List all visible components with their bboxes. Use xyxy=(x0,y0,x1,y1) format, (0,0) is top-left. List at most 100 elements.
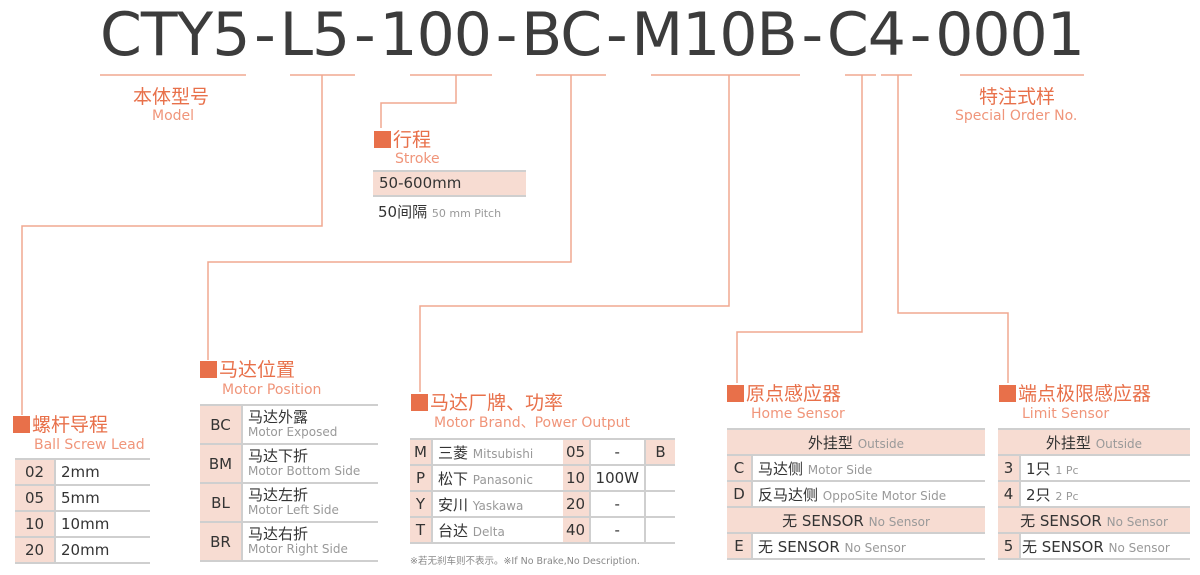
brake-empty xyxy=(645,516,675,544)
home-code: E xyxy=(727,532,753,560)
position-code: BR xyxy=(200,521,243,562)
table-row: 外挂型 Outside xyxy=(727,428,985,456)
home-subtitle: Home Sensor xyxy=(751,406,845,422)
position-cn: 马达右折 xyxy=(248,524,309,543)
code-stroke: 100 xyxy=(379,0,492,70)
connector-home xyxy=(736,74,876,383)
square-bullet-icon xyxy=(13,416,30,433)
code-dash: - xyxy=(254,0,276,70)
position-title-text: 马达位置 xyxy=(219,359,296,381)
stroke-pitch: 50间隔 50 mm Pitch xyxy=(378,201,501,222)
position-cn: 马达外露 xyxy=(248,407,309,426)
stroke-title: 行程 xyxy=(374,129,431,151)
table-row: D 反马达侧 OppoSite Motor Side xyxy=(727,480,985,508)
table-row: 无 SENSOR No Sensor xyxy=(727,506,985,534)
code-position: BC xyxy=(521,0,602,70)
table-row: T 台达 Delta 40- xyxy=(410,516,675,544)
outside-en: Outside xyxy=(1095,436,1143,451)
position-cn: 马达下折 xyxy=(248,446,309,465)
power-code: 10 xyxy=(562,464,591,492)
position-en: Motor Exposed xyxy=(248,424,338,439)
lead-value: 10mm xyxy=(55,510,150,538)
position-code: BC xyxy=(200,404,243,445)
table-row: 05 5mm xyxy=(15,484,150,512)
home-cn: 反马达侧 xyxy=(758,485,819,504)
power-value: - xyxy=(589,490,647,518)
limit-code: 5 xyxy=(998,532,1021,560)
position-code: BM xyxy=(200,443,243,484)
home-cn: 无 SENSOR xyxy=(758,537,840,556)
square-bullet-icon xyxy=(200,361,217,378)
pitch-cn: 50间隔 xyxy=(378,203,428,221)
brake-empty xyxy=(645,464,675,492)
brand-title: 马达厂牌、功率 xyxy=(411,392,563,414)
brake-empty xyxy=(645,490,675,518)
code-dash: - xyxy=(801,0,823,70)
brand-en: Mitsubishi xyxy=(472,446,534,461)
power-code: 05 xyxy=(562,438,591,466)
connector-lead xyxy=(21,74,355,415)
table-row: 10 10mm xyxy=(15,510,150,538)
brand-subtitle: Motor Brand、Power Output xyxy=(434,415,631,431)
brand-code: M xyxy=(410,438,433,466)
brake-note: ※若无刹车则不表示。※If No Brake,No Description. xyxy=(410,556,640,567)
power-value: - xyxy=(589,438,647,466)
brand-en: Panasonic xyxy=(472,472,533,487)
table-row: 3 1只 1 Pc xyxy=(998,454,1190,482)
home-title-text: 原点感应器 xyxy=(746,383,842,405)
lead-value: 20mm xyxy=(55,536,150,564)
lead-title: 螺杆导程 xyxy=(13,414,108,436)
code-dash: - xyxy=(353,0,376,70)
none-en: No Sensor xyxy=(868,514,930,529)
limit-table: 外挂型 Outside 3 1只 1 Pc 4 2只 2 Pc 无 SENSOR N… xyxy=(998,428,1190,560)
table-row: BM 马达下折 Motor Bottom Side xyxy=(200,443,378,484)
connector-stroke xyxy=(380,74,492,128)
position-en: Motor Bottom Side xyxy=(248,463,361,478)
code-brand: M10B xyxy=(631,0,797,70)
table-row: 02 2mm xyxy=(15,458,150,486)
lead-table: 02 2mm 05 5mm 10 10mm 20 20mm xyxy=(15,458,150,564)
limit-subtitle: Limit Sensor xyxy=(1022,406,1110,422)
brand-cn: 台达 xyxy=(438,521,469,540)
position-title: 马达位置 xyxy=(200,359,295,381)
code-model: CTY5 xyxy=(100,0,250,70)
square-bullet-icon xyxy=(727,385,744,402)
model-subtitle: Model xyxy=(152,108,195,124)
home-en: Motor Side xyxy=(807,462,873,477)
connector-brand xyxy=(419,74,800,392)
table-row: BC 马达外露 Motor Exposed xyxy=(200,404,378,445)
model-code: CTY5 - L5 - 100 - BC - M10B - C4 - 0001 xyxy=(100,0,1085,70)
table-row: 20 20mm xyxy=(15,536,150,564)
none-en: No Sensor xyxy=(1106,514,1168,529)
outside-en: Outside xyxy=(857,436,905,451)
connector-limit xyxy=(881,74,1009,383)
brand-title-text: 马达厂牌、功率 xyxy=(430,392,564,414)
outside-cn: 外挂型 xyxy=(1045,433,1091,452)
code-lead: L5 xyxy=(279,0,351,70)
home-cn: 马达侧 xyxy=(758,459,804,478)
limit-title-text: 端点极限感应器 xyxy=(1018,383,1152,405)
brand-cn: 松下 xyxy=(438,469,469,488)
power-code: 40 xyxy=(562,516,591,544)
outside-cn: 外挂型 xyxy=(807,433,853,452)
lead-title-text: 螺杆导程 xyxy=(32,414,109,436)
table-row: 4 2只 2 Pc xyxy=(998,480,1190,508)
home-en: OppoSite Motor Side xyxy=(822,488,947,503)
brand-cn: 三菱 xyxy=(438,443,469,462)
position-cn: 马达左折 xyxy=(248,485,309,504)
limit-en: No Sensor xyxy=(1108,540,1170,555)
brand-en: Yaskawa xyxy=(472,498,524,513)
square-bullet-icon xyxy=(999,385,1016,402)
power-value: 100W xyxy=(589,464,647,492)
table-row: M 三菱 Mitsubishi 05- B xyxy=(410,438,675,466)
lead-code: 05 xyxy=(15,484,56,512)
brand-en: Delta xyxy=(472,524,505,539)
table-row: 外挂型 Outside xyxy=(998,428,1190,456)
brand-cn: 安川 xyxy=(438,495,469,514)
pitch-en: 50 mm Pitch xyxy=(431,207,502,220)
limit-cn: 1只 xyxy=(1026,459,1051,478)
stroke-range: 50-600mm xyxy=(373,170,526,197)
none-cn: 无 SENSOR xyxy=(782,511,864,530)
special-subtitle: Special Order No. xyxy=(955,108,1078,124)
lead-code: 02 xyxy=(15,458,56,486)
